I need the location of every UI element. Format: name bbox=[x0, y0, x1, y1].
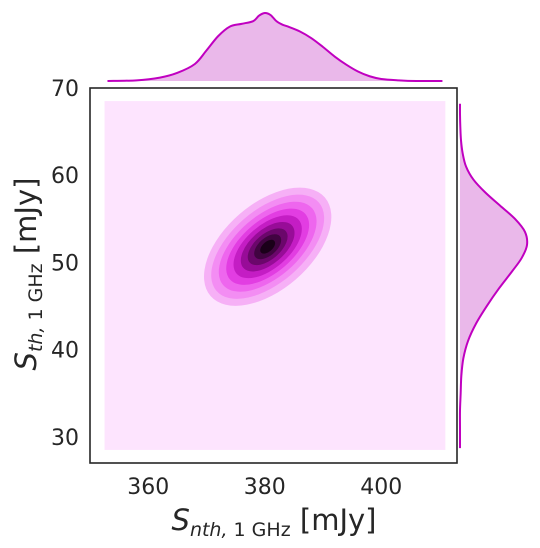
marginal-y-line bbox=[458, 103, 529, 449]
x-axis-label: Snth, 1 GHz [mJy] bbox=[172, 503, 377, 541]
x-tick-label: 380 bbox=[244, 475, 286, 500]
x-axis-label-unit: [mJy] bbox=[291, 503, 377, 537]
y-axis-label-base: S bbox=[9, 352, 43, 370]
x-tick-labels: 360 380 400 bbox=[127, 475, 402, 500]
x-tick-label: 400 bbox=[360, 475, 402, 500]
y-axis-label-unit: [mJy] bbox=[9, 178, 43, 264]
kde-contours bbox=[204, 187, 332, 306]
marginal-x-fill bbox=[107, 12, 443, 82]
y-axis-label-sub-roman: 1 GHz bbox=[25, 263, 47, 326]
joint-plot: 360 380 400 30 40 50 60 70 bbox=[51, 77, 458, 500]
kde-contour-level-9 bbox=[260, 239, 276, 254]
y-tick-labels: 30 40 50 60 70 bbox=[51, 77, 79, 451]
marginal-y-plot bbox=[458, 103, 529, 449]
marginal-x-line bbox=[107, 11, 443, 83]
y-tick-label: 50 bbox=[51, 251, 79, 276]
y-tick-label: 70 bbox=[51, 77, 79, 102]
y-tick-label: 30 bbox=[51, 426, 79, 451]
y-axis-label-sub-italic: th, bbox=[25, 327, 47, 353]
x-axis-label-sub-italic: nth, bbox=[190, 519, 228, 541]
x-tick-label: 360 bbox=[127, 475, 169, 500]
y-tick-label: 60 bbox=[51, 164, 79, 189]
plot-frame bbox=[89, 87, 458, 464]
y-tick-label: 40 bbox=[51, 339, 79, 364]
x-axis-label-sub-roman: 1 GHz bbox=[228, 519, 291, 541]
x-axis-label-base: S bbox=[172, 503, 190, 537]
marginal-x-plot bbox=[107, 11, 443, 83]
marginal-y-fill bbox=[459, 103, 528, 449]
y-axis-label: Sth, 1 GHz [mJy] bbox=[9, 178, 47, 371]
